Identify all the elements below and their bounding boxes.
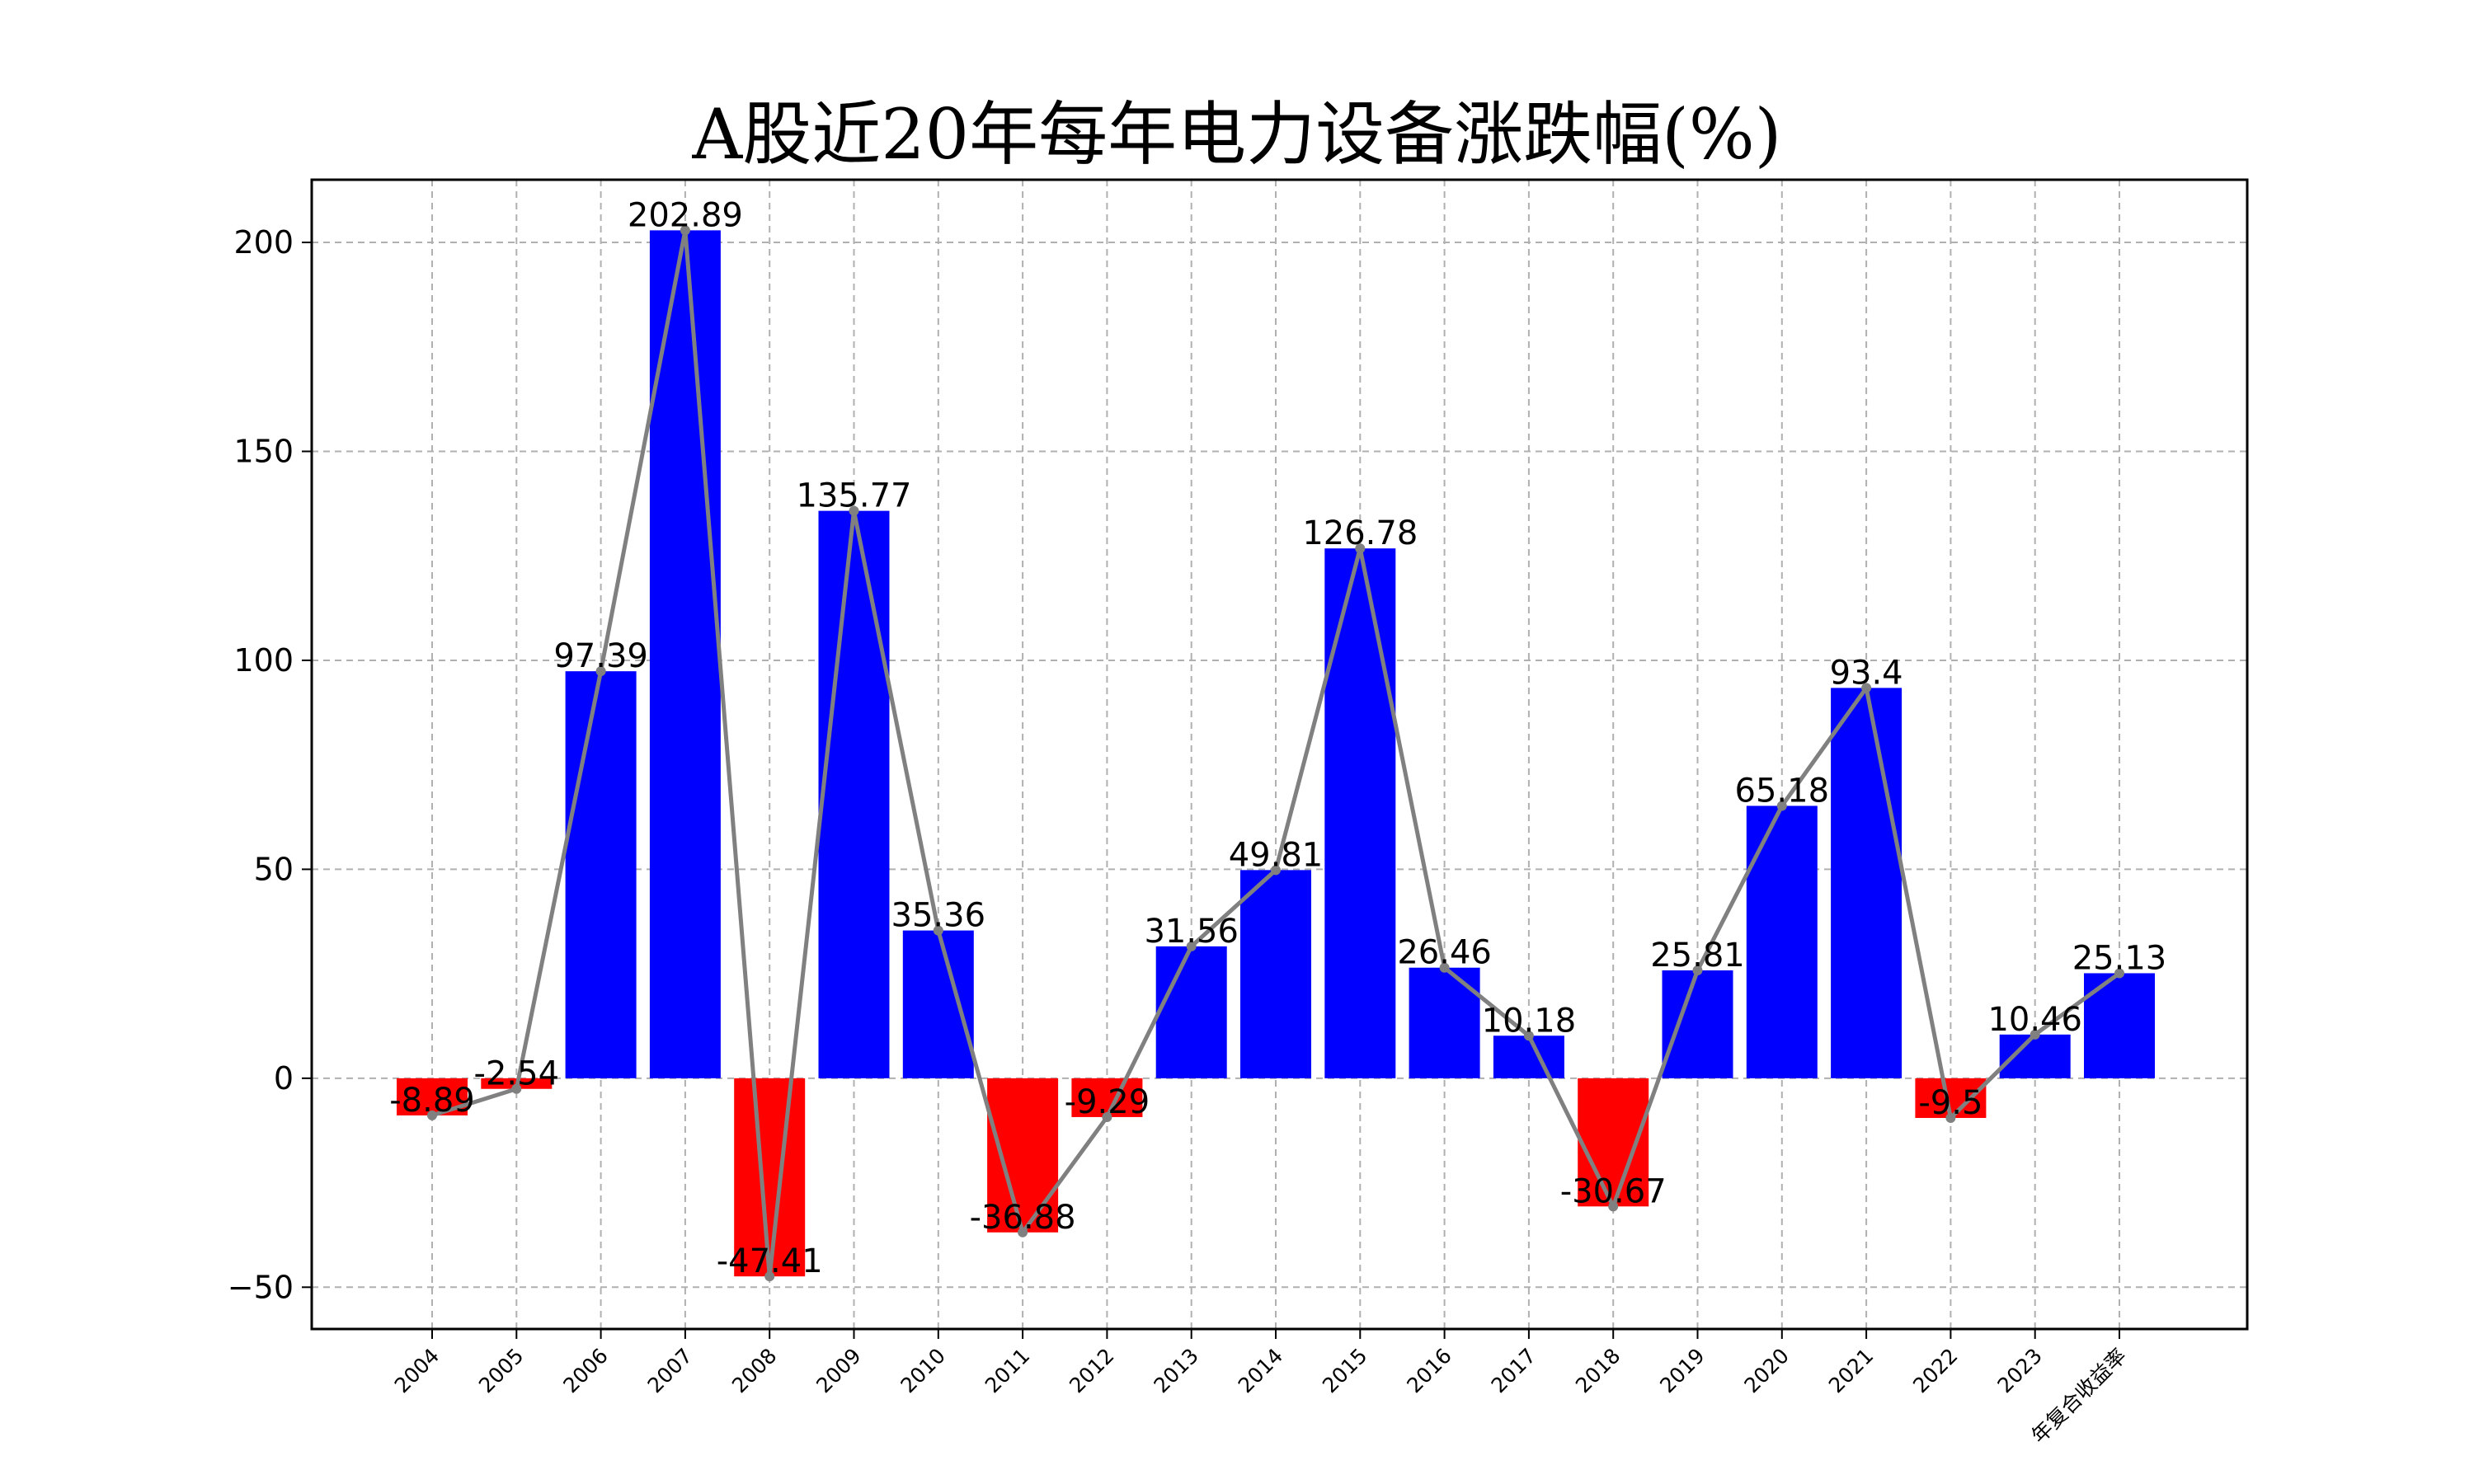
x-tick-label-2006: 2006 — [558, 1344, 612, 1397]
trend-point-2014 — [1271, 865, 1281, 876]
bar-2020 — [1746, 805, 1818, 1078]
data-label-2011: -36.88 — [970, 1199, 1076, 1237]
bar-2007 — [649, 230, 721, 1078]
data-label-年复合收益率: 25.13 — [2072, 939, 2167, 977]
bar-2015 — [1324, 548, 1396, 1078]
trend-point-2022 — [1945, 1113, 1956, 1124]
data-labels: -8.89-2.54 97.39 202.89 -47.41 135.77 35.36 -3… — [389, 196, 2166, 1280]
y-tick-label: 0 — [274, 1060, 294, 1097]
x-tick-label-2017: 2017 — [1487, 1344, 1540, 1397]
trend-point-2019 — [1692, 965, 1703, 976]
bar-2016 — [1409, 967, 1480, 1078]
data-label-2008: -47.41 — [717, 1242, 823, 1280]
x-tick-label-2019: 2019 — [1655, 1344, 1709, 1397]
trend-point-2005 — [511, 1083, 522, 1094]
bar-2013 — [1155, 946, 1227, 1078]
x-tick-label-2009: 2009 — [811, 1344, 865, 1397]
trend-point-2012 — [1102, 1111, 1112, 1122]
trend-point-2020 — [1776, 801, 1787, 811]
trend-point-2009 — [849, 505, 859, 516]
trend-point-2010 — [933, 925, 943, 936]
data-label-2018: -30.67 — [1560, 1172, 1667, 1210]
data-label-2004: -8.89 — [389, 1082, 475, 1120]
x-tick-label-2018: 2018 — [1571, 1344, 1625, 1397]
data-label-2019: 25.81 — [1650, 937, 1745, 974]
data-label-2016: 26.46 — [1397, 934, 1492, 972]
x-tick-label-2008: 2008 — [727, 1344, 781, 1397]
trend-point-2011 — [1018, 1227, 1028, 1237]
trend-point-2023 — [2030, 1029, 2040, 1040]
bar-2021 — [1831, 688, 1903, 1078]
chart-title: A股近20年每年电力设备涨跌幅(%) — [692, 94, 1782, 175]
x-tick-label-2010: 2010 — [896, 1344, 950, 1397]
x-tick-label-2022: 2022 — [1908, 1344, 1962, 1397]
y-tick-label: 200 — [233, 224, 294, 261]
trend-point-2007 — [680, 225, 690, 236]
bar-2012 — [1071, 1078, 1143, 1117]
x-tick-label-2021: 2021 — [1824, 1344, 1878, 1397]
y-tick-label: 150 — [233, 433, 294, 469]
bar-2009 — [818, 510, 890, 1078]
x-tick-label-2020: 2020 — [1740, 1344, 1794, 1397]
data-label-2007: 202.89 — [628, 196, 743, 234]
x-tick-label-2004: 2004 — [390, 1344, 444, 1397]
bar-2006 — [565, 671, 637, 1078]
data-label-2013: 31.56 — [1144, 913, 1239, 951]
plot-frame — [310, 178, 2249, 1331]
data-label-2020: 65.18 — [1735, 772, 1830, 810]
data-label-2006: 97.39 — [553, 637, 648, 675]
data-label-2010: 35.36 — [891, 897, 986, 935]
data-label-2014: 49.81 — [1229, 836, 1324, 874]
x-tick-label-2016: 2016 — [1402, 1344, 1456, 1397]
bar-2017 — [1493, 1036, 1564, 1078]
trend-point-2013 — [1186, 941, 1197, 951]
trend-line — [427, 225, 2124, 1282]
y-tick-label: −50 — [228, 1269, 294, 1305]
x-tick-label-2015: 2015 — [1318, 1344, 1371, 1397]
x-tick-label-2014: 2014 — [1234, 1344, 1287, 1397]
trend-point-2015 — [1355, 543, 1366, 554]
trend-point-2021 — [1861, 683, 1872, 693]
trend-point-年复合收益率 — [2114, 968, 2124, 979]
data-label-2017: 10.18 — [1482, 1002, 1577, 1040]
data-label-2005: -2.54 — [474, 1055, 560, 1093]
bar-2008 — [734, 1078, 806, 1277]
trend-point-2016 — [1439, 962, 1450, 973]
bar-2014 — [1240, 870, 1311, 1078]
x-tick-label-2011: 2011 — [981, 1344, 1034, 1397]
x-tick-label-2005: 2005 — [474, 1344, 528, 1397]
bar-2010 — [902, 930, 974, 1078]
y-tick-label: 100 — [233, 642, 294, 679]
axes: −50 0 50 100 150 200 2004 2005 2006 2007 2008 2009 2… — [228, 178, 2249, 1448]
data-label-2023: 10.46 — [1987, 1001, 2082, 1039]
data-label-2009: 135.77 — [797, 477, 912, 515]
x-tick-label-2012: 2012 — [1065, 1344, 1118, 1397]
data-label-2015: 126.78 — [1302, 514, 1418, 552]
trend-point-2004 — [427, 1110, 437, 1120]
x-tick-label-2023: 2023 — [1992, 1344, 2046, 1397]
data-label-2012: -9.29 — [1065, 1083, 1150, 1121]
x-tick-label-2013: 2013 — [1149, 1344, 1202, 1397]
bar-2019 — [1662, 970, 1733, 1078]
x-tick-label-2007: 2007 — [643, 1344, 697, 1397]
trend-point-2008 — [764, 1271, 775, 1282]
data-label-2021: 93.4 — [1830, 654, 1903, 692]
trend-point-2018 — [1608, 1201, 1619, 1212]
trend-point-2006 — [595, 666, 606, 677]
trend-point-2017 — [1523, 1031, 1534, 1041]
data-label-2022: -9.5 — [1918, 1084, 1982, 1122]
y-tick-label: 50 — [254, 851, 294, 887]
